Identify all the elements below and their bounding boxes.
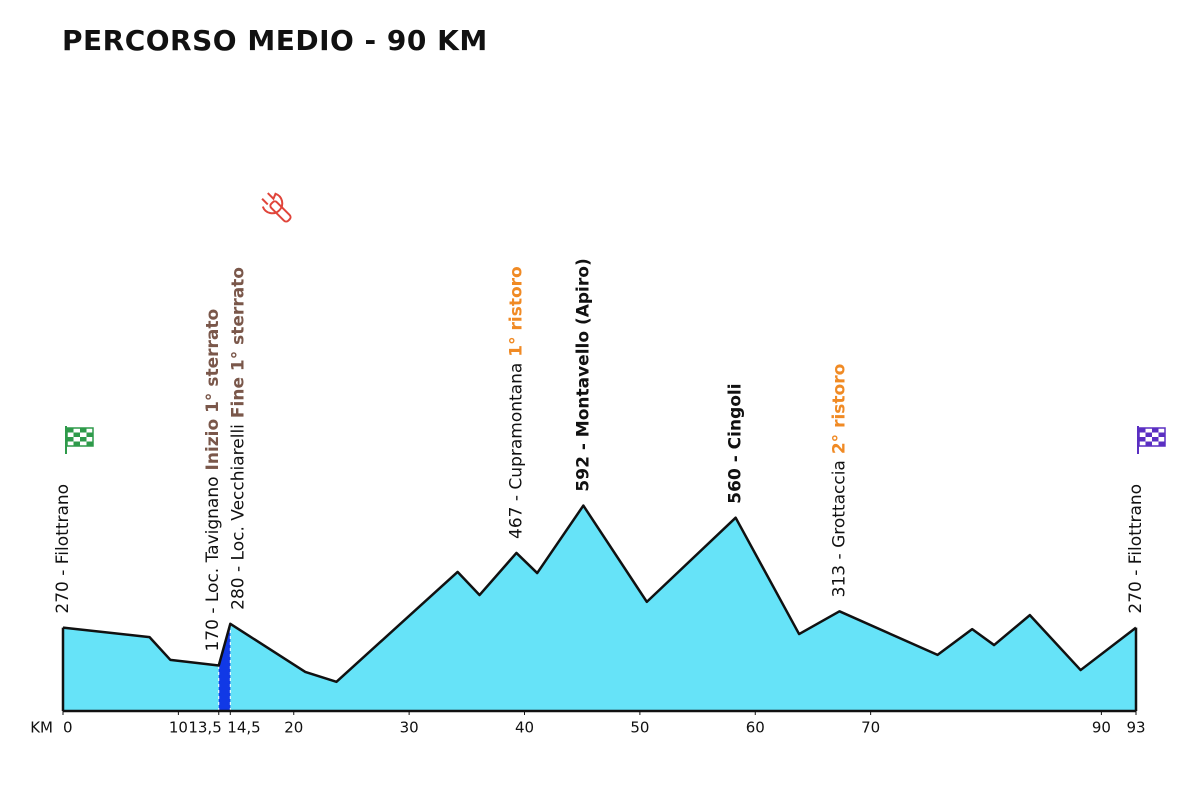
annotation-text: 467 - Cupramontana xyxy=(506,363,526,539)
chart-title: PERCORSO MEDIO - 90 KM xyxy=(62,24,488,57)
annotation: 270 - Filottrano xyxy=(1126,484,1146,614)
x-tick-label: 20 xyxy=(284,719,303,737)
x-tick-label: 50 xyxy=(630,719,649,737)
x-axis-label: KM xyxy=(30,719,53,737)
annotation-text: 270 - Filottrano xyxy=(1126,484,1146,614)
annotation-label: 270 - Filottrano xyxy=(53,484,73,614)
annotation-note: Inizio 1° sterrato xyxy=(203,309,223,471)
annotation: 170 - Loc. Tavignano Inizio 1° sterrato xyxy=(203,309,223,652)
elevation-area xyxy=(63,505,1136,711)
annotation-note: Fine 1° sterrato xyxy=(228,267,248,418)
annotation-label: 313 - Grottaccia 2° ristoro xyxy=(829,364,849,598)
annotation-label: 170 - Loc. Tavignano Inizio 1° sterrato xyxy=(203,309,223,652)
x-tick-label: 13,5 xyxy=(188,719,221,737)
annotation-text: 270 - Filottrano xyxy=(53,484,73,614)
annotation-label: 280 - Loc. Vecchiarelli Fine 1° sterrato xyxy=(228,267,248,610)
annotation: 280 - Loc. Vecchiarelli Fine 1° sterrato xyxy=(228,267,248,610)
annotation: 560 - Cingoli xyxy=(726,383,746,503)
annotation-text: 170 - Loc. Tavignano xyxy=(203,476,223,651)
annotation: 592 - Montavello (Apiro) xyxy=(573,258,593,491)
annotation: 467 - Cupramontana 1° ristoro xyxy=(506,266,526,539)
elevation-line xyxy=(62,504,1137,684)
annotation-text: 313 - Grottaccia xyxy=(829,460,849,597)
x-tick-label: 90 xyxy=(1092,719,1111,737)
annotation: 270 - Filottrano xyxy=(53,484,73,614)
annotation-text: 280 - Loc. Vecchiarelli xyxy=(228,424,248,610)
annotation-label: 467 - Cupramontana 1° ristoro xyxy=(506,266,526,539)
start-flag xyxy=(65,426,94,454)
annotation-text: 560 - Cingoli xyxy=(726,383,746,503)
annotation-note: 2° ristoro xyxy=(829,364,849,454)
x-tick-label: 60 xyxy=(746,719,765,737)
x-tick-label: 14,5 xyxy=(227,719,260,737)
x-tick-label: 93 xyxy=(1126,719,1145,737)
annotation-label: 270 - Filottrano xyxy=(1126,484,1146,614)
x-tick-label: 0 xyxy=(63,719,73,737)
x-tick-label: 10 xyxy=(169,719,188,737)
sterrato-segment xyxy=(218,623,231,711)
annotation: 313 - Grottaccia 2° ristoro xyxy=(829,364,849,598)
annotation-label: 560 - Cingoli xyxy=(726,383,746,503)
x-tick-label: 40 xyxy=(515,719,534,737)
x-tick-label: 30 xyxy=(400,719,419,737)
x-tick-label: 70 xyxy=(861,719,880,737)
annotation-label: 592 - Montavello (Apiro) xyxy=(573,258,593,491)
wrench-icon xyxy=(261,192,292,223)
annotation-text: 592 - Montavello (Apiro) xyxy=(573,258,593,491)
finish-flag xyxy=(1137,426,1166,454)
annotation-note: 1° ristoro xyxy=(506,266,526,356)
